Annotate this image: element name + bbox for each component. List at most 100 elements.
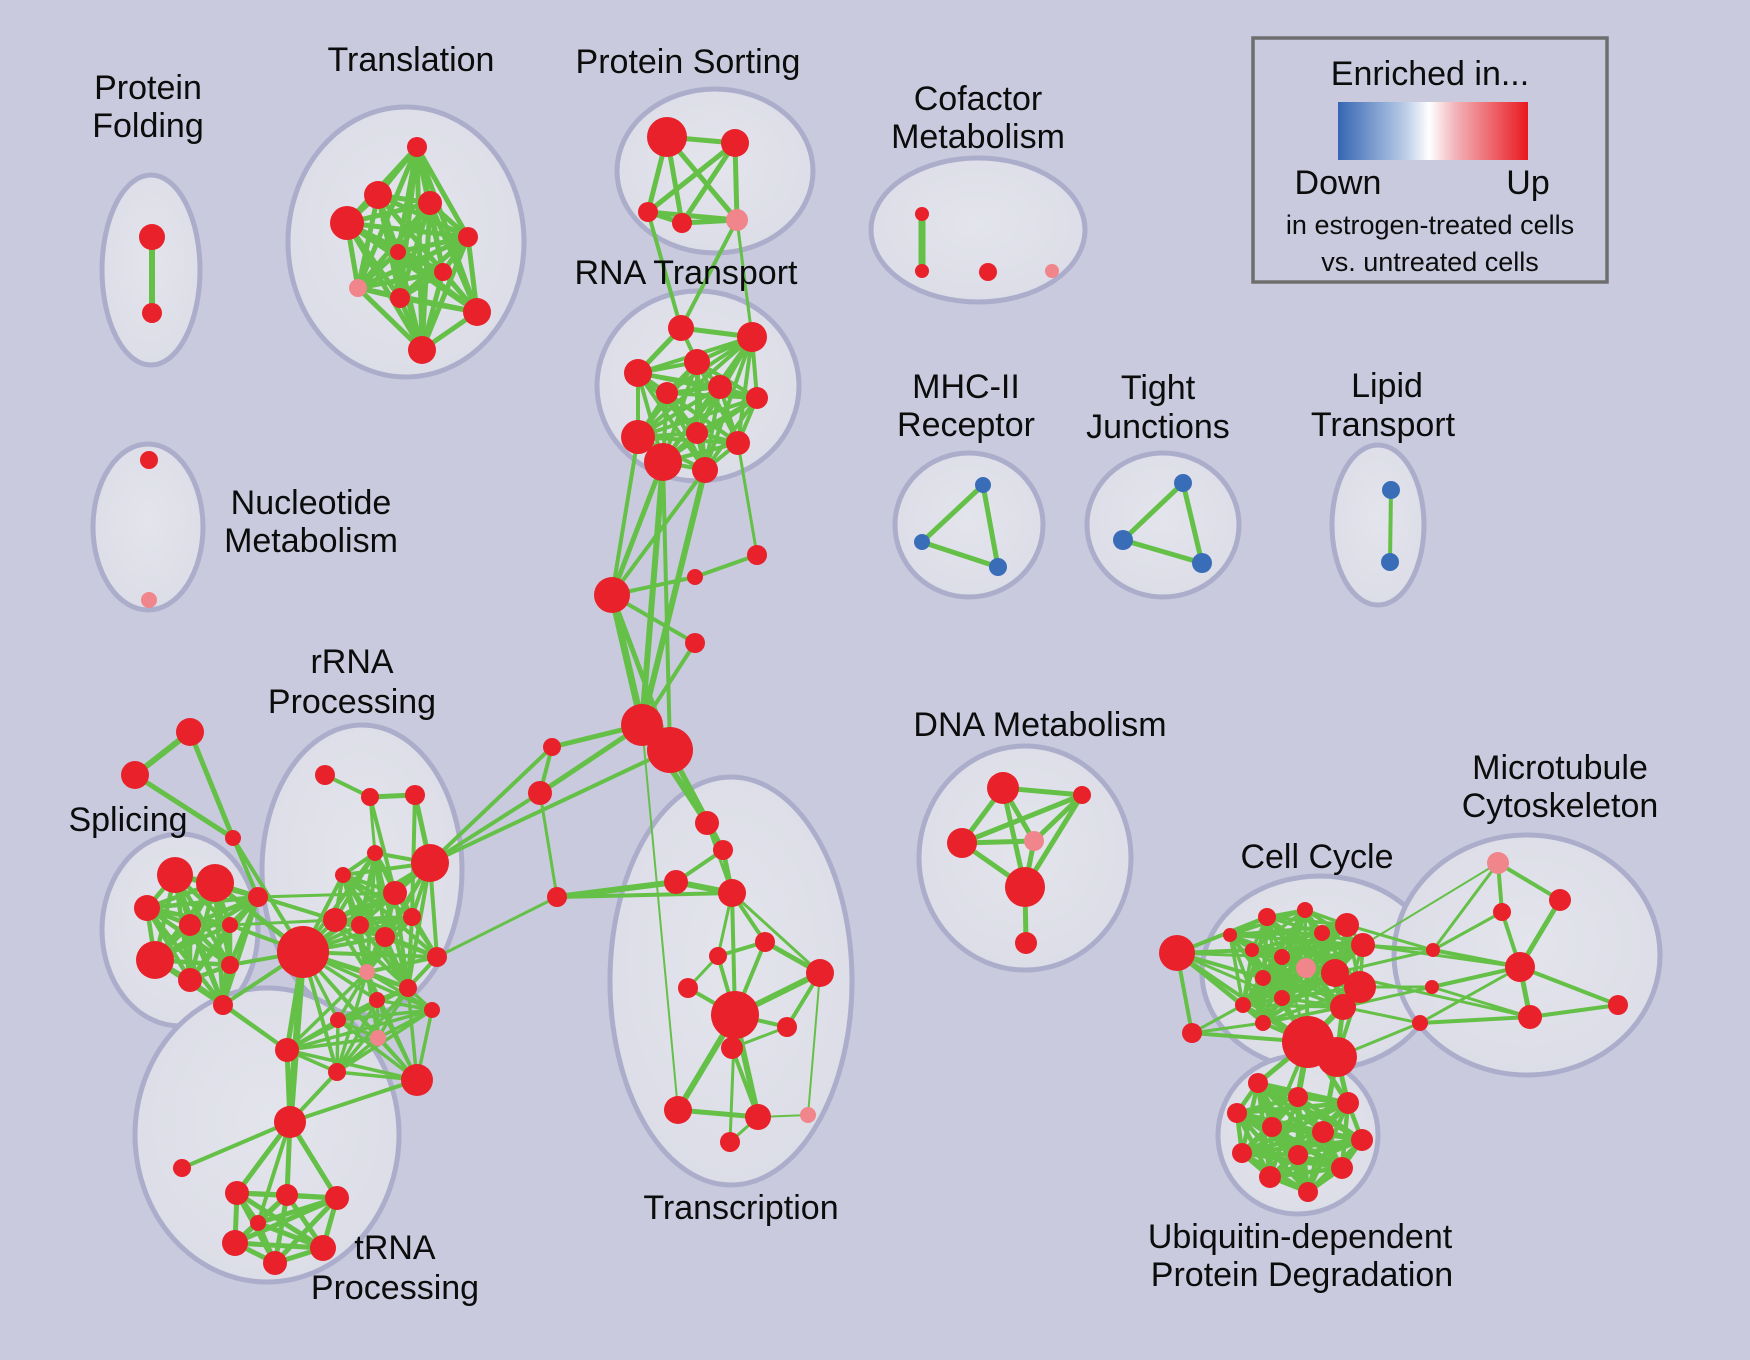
node-13-red — [647, 117, 687, 157]
node-146-red — [1288, 1087, 1308, 1107]
node-49-red — [647, 727, 693, 773]
node-143-red — [1425, 980, 1439, 994]
node-98-red — [718, 879, 746, 907]
node-18-red — [915, 207, 929, 221]
edge — [959, 792, 1085, 846]
legend-up-label: Up — [1506, 164, 1549, 202]
cluster-label: Protein Sorting — [576, 43, 801, 81]
edge — [256, 895, 337, 922]
node-131-red — [1344, 971, 1376, 1003]
node-128-red — [1235, 997, 1251, 1013]
node-87-red — [173, 1159, 191, 1177]
node-120-red — [1314, 925, 1330, 941]
node-152-red — [1232, 1143, 1252, 1163]
cluster-label: RNA Transport — [575, 254, 799, 292]
edge — [679, 218, 739, 330]
node-76-pink — [359, 964, 375, 980]
edge — [285, 1008, 434, 1052]
edge — [1180, 480, 1205, 566]
edge — [1261, 985, 1362, 1025]
edge — [1250, 923, 1349, 952]
node-35-blue — [914, 534, 930, 550]
node-69-red — [335, 867, 351, 883]
node-12-red — [408, 336, 436, 364]
edge — [406, 915, 414, 990]
node-99-red — [755, 932, 775, 952]
cluster-label: Cytoskeleton — [1462, 787, 1659, 825]
cluster-label: Cell Cycle — [1240, 838, 1393, 876]
legend-caption-line2: vs. untreated cells — [1321, 247, 1539, 277]
edge — [645, 140, 738, 215]
node-124-red — [1274, 949, 1290, 965]
node-101-red — [678, 978, 698, 998]
node-2-red — [407, 137, 427, 157]
edge — [255, 1195, 340, 1226]
edge — [1418, 965, 1522, 1025]
node-23-red — [737, 322, 767, 352]
edge — [256, 1120, 292, 1225]
legend-gradient-bar — [1338, 102, 1528, 160]
node-114-red — [1005, 867, 1045, 907]
node-138-red — [1493, 903, 1511, 921]
node-97-red — [664, 870, 688, 894]
node-9-pink — [349, 279, 367, 297]
node-153-red — [1288, 1145, 1308, 1165]
edge — [730, 891, 822, 975]
cluster-label: Transport — [1311, 406, 1456, 444]
edge — [376, 1008, 434, 1040]
node-118-red — [1258, 908, 1276, 926]
edge — [285, 1048, 419, 1082]
node-10-red — [390, 288, 410, 308]
cluster-label: Processing — [268, 683, 436, 721]
edge — [1228, 933, 1365, 947]
node-60-red — [178, 968, 202, 992]
edge — [395, 234, 471, 255]
edge — [228, 918, 337, 927]
node-52-red — [121, 761, 149, 789]
node-39-blue — [1192, 553, 1212, 573]
node-116-red — [1159, 935, 1195, 971]
cluster-label: DNA Metabolism — [913, 706, 1166, 744]
node-149-red — [1262, 1117, 1282, 1137]
node-21-pink — [1045, 264, 1059, 278]
node-67-red — [367, 845, 383, 861]
node-123-red — [1245, 943, 1259, 957]
edge — [368, 795, 377, 855]
node-115-red — [1015, 932, 1037, 954]
node-71-red — [323, 908, 347, 932]
edge — [286, 948, 307, 1126]
node-90-red — [325, 1186, 349, 1210]
node-158-red — [528, 781, 552, 805]
edge — [336, 970, 369, 1022]
node-31-red — [644, 443, 682, 481]
node-0-red — [139, 224, 165, 250]
edge — [375, 998, 434, 1012]
node-54-red — [157, 857, 193, 893]
node-14-red — [721, 129, 749, 157]
edge — [395, 249, 480, 315]
cluster-label: rRNA — [310, 643, 393, 681]
edge — [735, 218, 754, 339]
node-94-red — [250, 1215, 266, 1231]
node-70-red — [383, 881, 407, 905]
node-83-pink — [370, 1030, 386, 1046]
cluster-label: Folding — [92, 107, 204, 145]
edge — [1418, 1015, 1532, 1025]
node-6-red — [458, 227, 478, 247]
node-46-red — [747, 545, 767, 565]
node-150-red — [1312, 1121, 1334, 1143]
node-85-red — [424, 1002, 440, 1018]
node-1-red — [142, 303, 162, 323]
edge — [1528, 1003, 1620, 1019]
legend: Enriched in... Down Up in estrogen-treated … — [1251, 36, 1609, 284]
edge — [679, 140, 738, 226]
node-113-pink — [1024, 831, 1044, 851]
edge — [1280, 943, 1365, 959]
edge — [355, 269, 446, 291]
nodes — [121, 117, 1628, 1275]
node-75-red — [277, 926, 329, 978]
cluster-label: Protein Degradation — [1151, 1256, 1453, 1294]
node-57-red — [179, 914, 201, 936]
cluster-label: Splicing — [68, 801, 187, 839]
node-17-pink — [726, 209, 748, 231]
